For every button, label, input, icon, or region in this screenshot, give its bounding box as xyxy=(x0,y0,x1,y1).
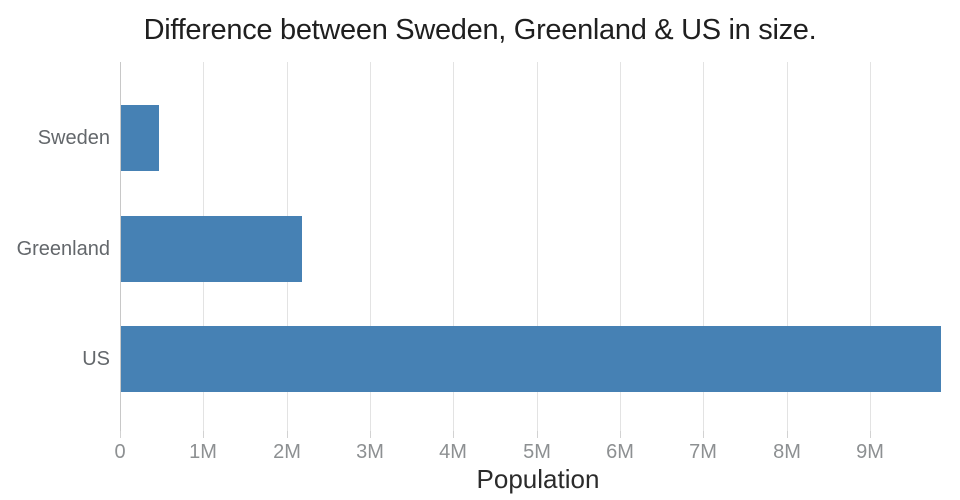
x-tick-mark xyxy=(120,431,121,438)
x-tick-mark xyxy=(287,431,288,438)
bar-greenland xyxy=(121,216,302,282)
x-tick-mark xyxy=(620,431,621,438)
chart-title: Difference between Sweden, Greenland & U… xyxy=(143,14,817,46)
zero-line xyxy=(120,62,121,431)
x-tick-label-8m: 8M xyxy=(773,441,801,463)
gridline xyxy=(870,62,871,431)
plot-area xyxy=(120,62,956,438)
y-axis-label-us: US xyxy=(82,348,110,370)
x-tick-label-4m: 4M xyxy=(439,441,467,463)
x-tick-label-3m: 3M xyxy=(356,441,384,463)
x-tick-label-5m: 5M xyxy=(523,441,551,463)
x-tick-label-7m: 7M xyxy=(689,441,717,463)
gridline xyxy=(620,62,621,431)
gridline xyxy=(537,62,538,431)
y-axis-label-sweden: Sweden xyxy=(37,127,110,149)
x-axis-title: Population xyxy=(476,464,600,494)
bar-us xyxy=(121,326,941,392)
x-tick-mark xyxy=(537,431,538,438)
x-tick-label-0: 0 xyxy=(114,441,126,463)
bar-sweden xyxy=(121,105,159,171)
x-tick-mark xyxy=(203,431,204,438)
x-tick-mark xyxy=(453,431,454,438)
x-tick-label-6m: 6M xyxy=(606,441,634,463)
x-tick-label-2m: 2M xyxy=(273,441,301,463)
x-tick-mark xyxy=(870,431,871,438)
y-axis-label-greenland: Greenland xyxy=(16,238,110,260)
x-tick-label-9m: 9M xyxy=(856,441,884,463)
gridline xyxy=(370,62,371,431)
gridline xyxy=(703,62,704,431)
x-tick-mark xyxy=(787,431,788,438)
x-tick-mark xyxy=(703,431,704,438)
gridline xyxy=(453,62,454,431)
x-tick-mark xyxy=(370,431,371,438)
gridline xyxy=(787,62,788,431)
x-tick-label-1m: 1M xyxy=(189,441,217,463)
